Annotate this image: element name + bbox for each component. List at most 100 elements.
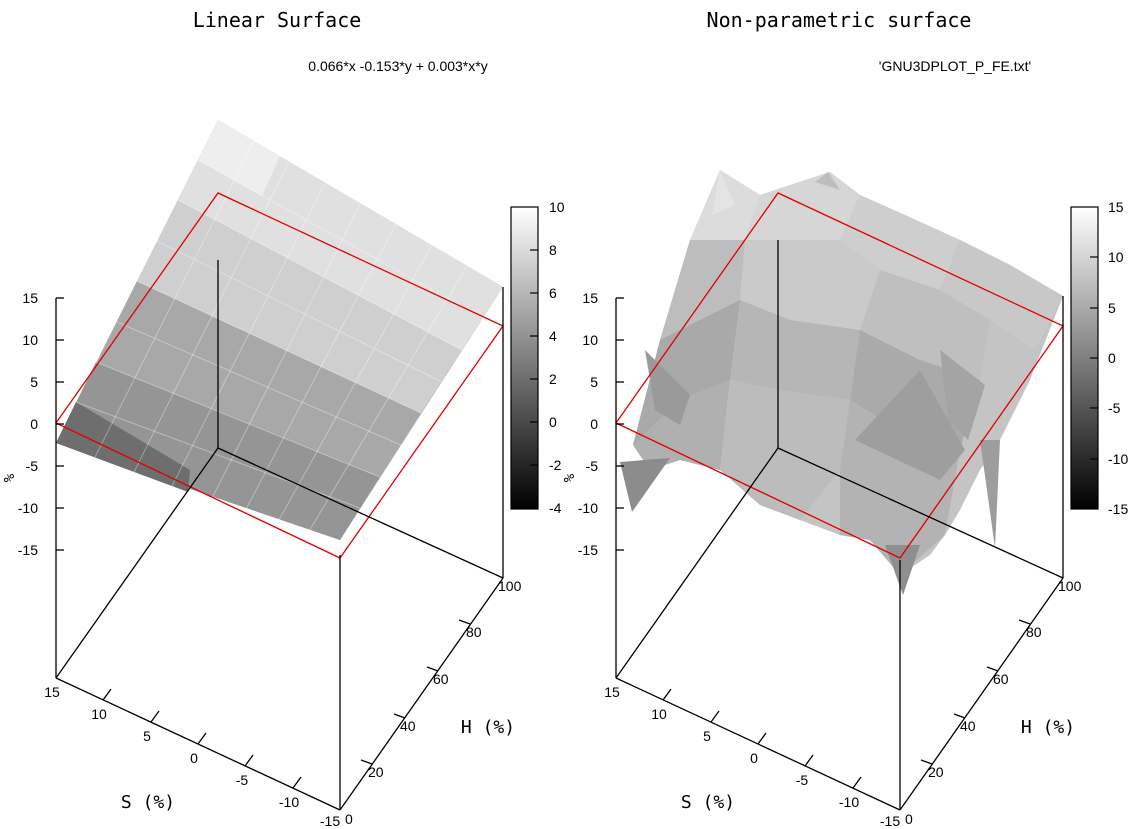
s-axis-tick-labels: 15 10 5 0 -5 -10 -15 <box>604 684 900 829</box>
tick-mark <box>244 754 254 767</box>
surface-patch <box>940 240 1063 350</box>
z-tick-label: -10 <box>578 500 598 516</box>
tick-mark <box>662 688 672 701</box>
h-tick-label: 20 <box>928 764 944 780</box>
tick-mark <box>458 619 471 625</box>
z-axis-label: % <box>562 473 578 482</box>
colorbar-label: 10 <box>549 199 565 215</box>
tick-mark <box>150 710 160 723</box>
colorbar-label: 10 <box>1108 249 1124 265</box>
z-tick-label: 5 <box>30 374 38 390</box>
h-tick-label: 0 <box>345 811 353 827</box>
tick-mark <box>920 759 933 765</box>
surface-spike <box>885 545 920 595</box>
chart-title: Non-parametric surface <box>707 8 972 32</box>
tick-mark <box>757 732 767 745</box>
z-tick-label: -10 <box>18 500 38 516</box>
grid-line <box>162 182 326 505</box>
surface-patch <box>633 380 730 470</box>
colorbar-label: -15 <box>1108 501 1128 517</box>
z-tick-label: -5 <box>586 458 599 474</box>
z-tick-label: 10 <box>582 332 598 348</box>
colorbar: 10 8 6 4 2 0 -2 -4 <box>510 199 565 516</box>
h-tick-label: 40 <box>960 718 976 734</box>
h-tick-label: 80 <box>466 624 482 640</box>
tick-mark <box>102 688 112 701</box>
grid-line <box>197 159 484 319</box>
back-right-edge <box>777 447 1064 579</box>
s-axis-tick-labels: 15 10 5 0 -5 -10 -15 <box>44 684 340 829</box>
s-tick-label: -5 <box>236 772 249 788</box>
surface-patch <box>56 402 190 492</box>
back-left-edge <box>615 447 779 679</box>
z-tick-label: 0 <box>30 416 38 432</box>
h-axis-ticks <box>360 619 471 765</box>
s-tick-label: -5 <box>796 772 809 788</box>
colorbar-label: -10 <box>1108 451 1128 467</box>
surface-spike <box>855 370 965 480</box>
h-axis-tick-labels: 0 20 40 60 80 100 <box>905 578 1082 827</box>
surface-patch <box>860 270 990 380</box>
colorbar-tick-labels: 10 8 6 4 2 0 -2 -4 <box>549 199 565 516</box>
s-tick-label: -10 <box>839 794 859 810</box>
s-axis-label: S (%) <box>121 792 175 813</box>
grid-line <box>177 199 463 351</box>
s-tick-label: 0 <box>750 750 758 766</box>
tick-mark <box>197 732 207 745</box>
s-axis-ticks <box>662 688 862 789</box>
z-tick-label: 15 <box>582 290 598 306</box>
grid-line <box>95 361 381 478</box>
s-tick-label: 10 <box>651 706 667 722</box>
colorbar-ticks <box>1090 256 1098 460</box>
surface-patch <box>56 362 380 540</box>
s-tick-label: -15 <box>880 813 900 829</box>
h-tick-label: 100 <box>1058 578 1082 594</box>
s-tick-label: 15 <box>604 684 620 700</box>
surface-patch <box>660 240 745 340</box>
z-tick-label: -15 <box>578 542 598 558</box>
h-tick-label: 20 <box>368 764 384 780</box>
h-tick-label: 100 <box>498 578 522 594</box>
z-axis-tick-labels: 15 10 5 0 -5 -10 -15 <box>578 290 598 558</box>
chart-title: Linear Surface <box>193 8 362 32</box>
z-axis-ticks <box>56 297 64 551</box>
colorbar-label: 6 <box>549 285 557 301</box>
z-axis-tick-labels: 15 10 5 0 -5 -10 -15 <box>18 290 38 558</box>
colorbar-label: 0 <box>1108 350 1116 366</box>
tick-mark <box>852 776 862 789</box>
surface-patch <box>745 172 860 250</box>
surface-grid <box>75 140 484 539</box>
z-tick-label: -5 <box>26 458 39 474</box>
grid-line <box>156 240 443 383</box>
tick-mark <box>292 776 302 789</box>
s-tick-label: -15 <box>320 813 340 829</box>
h-tick-label: 60 <box>993 671 1009 687</box>
h-axis-label: H (%) <box>461 717 515 738</box>
s-axis-ticks <box>102 688 302 789</box>
surface-patch <box>198 120 280 196</box>
colorbar-label: 5 <box>1108 300 1116 316</box>
h-axis-label: H (%) <box>1021 717 1075 738</box>
colorbar: 15 10 5 0 -5 -10 -15 <box>1070 199 1128 517</box>
s-tick-label: 5 <box>703 728 711 744</box>
h-tick-label: 0 <box>905 811 913 827</box>
colorbar-gradient <box>510 206 539 510</box>
grid-line <box>75 401 361 509</box>
grid-line <box>198 202 362 525</box>
colorbar-label: 15 <box>1108 199 1124 215</box>
tick-mark <box>360 759 373 765</box>
surface-mesh <box>56 120 503 540</box>
colorbar-label: -2 <box>549 457 562 473</box>
surface-patch <box>690 170 760 250</box>
colorbar-label: -4 <box>549 500 562 516</box>
surface-spike <box>645 350 690 425</box>
tick-mark <box>426 666 439 672</box>
grid-line <box>233 223 397 533</box>
colorbar-label: 0 <box>549 414 557 430</box>
h-tick-label: 40 <box>400 718 416 734</box>
axes-frame <box>55 260 504 811</box>
nonparametric-surface-chart: Non-parametric surface 'GNU3DPLOT_P_FE.t… <box>562 8 1128 829</box>
s-axis-label: S (%) <box>681 792 735 813</box>
tick-mark <box>804 754 814 767</box>
